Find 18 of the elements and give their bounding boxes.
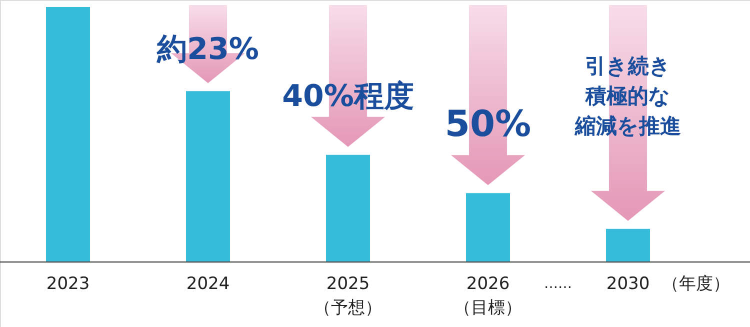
x-tick-label: 2025 （予想）: [314, 274, 382, 318]
annotation: 40%程度: [282, 79, 414, 114]
annotation: 積極的な: [584, 84, 670, 108]
bar: [46, 7, 90, 262]
annotation: 50%: [444, 104, 532, 145]
x-tick-label: 2026 （目標）: [454, 274, 522, 318]
annotation: 約23%: [156, 32, 259, 67]
bar: [186, 91, 230, 262]
annotation: 縮減を推進: [574, 114, 681, 138]
annotation: 引き続き: [585, 54, 671, 78]
x-tick-label: 2023: [46, 274, 90, 294]
x-tick-label: 2024: [186, 274, 230, 294]
bar: [326, 154, 370, 262]
bar: [606, 228, 650, 262]
text: ……: [544, 276, 572, 292]
x-axis-title: （年度）: [662, 274, 730, 294]
bar: [466, 193, 510, 262]
x-tick-label: 2030: [606, 274, 650, 294]
